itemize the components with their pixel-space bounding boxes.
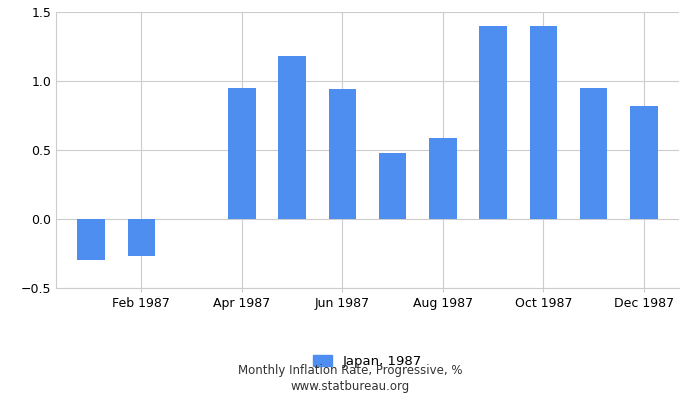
Bar	[279, 56, 306, 219]
Bar	[78, 219, 105, 260]
Text: Monthly Inflation Rate, Progressive, %: Monthly Inflation Rate, Progressive, %	[238, 364, 462, 377]
Bar	[529, 26, 557, 219]
Bar	[429, 138, 456, 219]
Bar	[580, 88, 608, 219]
Bar	[328, 89, 356, 219]
Text: www.statbureau.org: www.statbureau.org	[290, 380, 410, 393]
Bar	[379, 153, 407, 219]
Bar	[228, 88, 256, 219]
Bar	[630, 106, 657, 219]
Bar	[127, 219, 155, 256]
Bar	[480, 26, 507, 219]
Legend: Japan, 1987: Japan, 1987	[314, 355, 421, 368]
